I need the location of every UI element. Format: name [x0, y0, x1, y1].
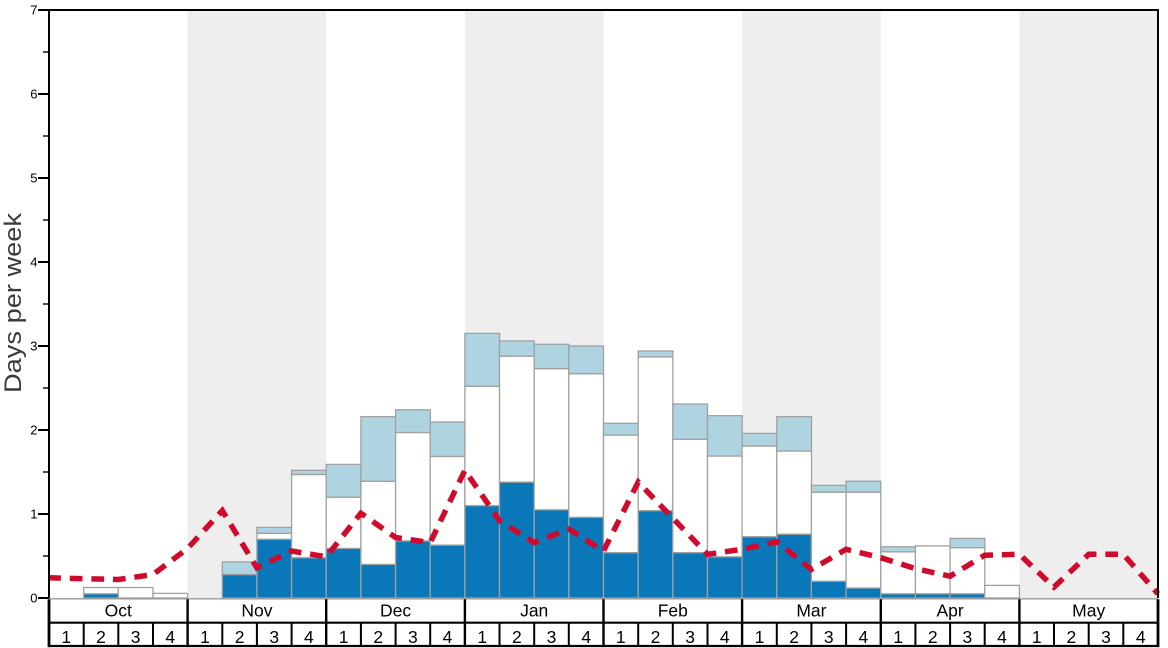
- svg-text:3: 3: [269, 627, 279, 647]
- svg-text:4: 4: [30, 255, 37, 270]
- svg-text:2: 2: [651, 627, 661, 647]
- svg-text:1: 1: [616, 627, 626, 647]
- svg-text:1: 1: [893, 627, 903, 647]
- svg-text:6: 6: [30, 87, 37, 102]
- svg-text:2: 2: [789, 627, 799, 647]
- svg-text:Jan: Jan: [520, 600, 548, 620]
- svg-text:4: 4: [304, 627, 314, 647]
- svg-text:2: 2: [235, 627, 245, 647]
- svg-text:1: 1: [477, 627, 487, 647]
- svg-text:0: 0: [30, 591, 37, 606]
- svg-text:4: 4: [443, 627, 453, 647]
- svg-text:3: 3: [824, 627, 834, 647]
- svg-text:4: 4: [1136, 627, 1146, 647]
- svg-text:2: 2: [96, 627, 106, 647]
- svg-text:1: 1: [30, 507, 37, 522]
- svg-text:3: 3: [1101, 627, 1111, 647]
- svg-text:1: 1: [1032, 627, 1042, 647]
- svg-text:Feb: Feb: [658, 600, 688, 620]
- svg-text:2: 2: [512, 627, 522, 647]
- svg-text:4: 4: [581, 627, 591, 647]
- svg-text:1: 1: [61, 627, 71, 647]
- svg-text:2: 2: [1067, 627, 1077, 647]
- svg-text:3: 3: [30, 339, 37, 354]
- svg-text:Mar: Mar: [796, 600, 826, 620]
- svg-text:3: 3: [685, 627, 695, 647]
- svg-text:4: 4: [997, 627, 1007, 647]
- svg-text:May: May: [1072, 600, 1105, 620]
- svg-text:Apr: Apr: [936, 600, 963, 620]
- svg-text:3: 3: [131, 627, 141, 647]
- svg-text:Dec: Dec: [380, 600, 411, 620]
- svg-text:Days per week: Days per week: [0, 212, 27, 393]
- svg-text:2: 2: [373, 627, 383, 647]
- svg-text:7: 7: [30, 3, 37, 18]
- svg-text:5: 5: [30, 171, 37, 186]
- svg-text:4: 4: [720, 627, 730, 647]
- svg-text:Oct: Oct: [105, 600, 132, 620]
- svg-text:1: 1: [339, 627, 349, 647]
- svg-text:2: 2: [928, 627, 938, 647]
- svg-text:4: 4: [859, 627, 869, 647]
- svg-text:Nov: Nov: [241, 600, 272, 620]
- svg-text:3: 3: [547, 627, 557, 647]
- svg-text:3: 3: [408, 627, 418, 647]
- svg-text:3: 3: [963, 627, 973, 647]
- svg-text:1: 1: [755, 627, 765, 647]
- svg-text:2: 2: [30, 423, 37, 438]
- svg-text:4: 4: [165, 627, 175, 647]
- svg-text:1: 1: [200, 627, 210, 647]
